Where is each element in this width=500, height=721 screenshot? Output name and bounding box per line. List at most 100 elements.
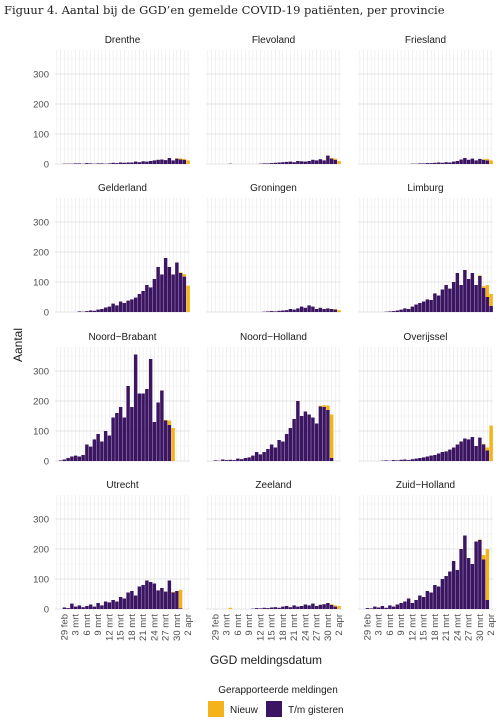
- bar-t-m-gisteren: [92, 310, 97, 312]
- bar-t-m-gisteren: [251, 455, 255, 461]
- x-tick-label: 15 mrt: [419, 614, 430, 641]
- bar-t-m-gisteren: [141, 161, 145, 164]
- bar-t-m-gisteren: [266, 608, 270, 609]
- bar-t-m-gisteren: [145, 161, 149, 164]
- bar-t-m-gisteren: [266, 163, 270, 164]
- bar-t-m-gisteren: [213, 460, 218, 461]
- bar-t-m-gisteren: [421, 597, 426, 609]
- bar-t-m-gisteren: [288, 309, 293, 312]
- bar-t-m-gisteren: [243, 458, 248, 461]
- x-tick-label: 30 mrt: [475, 614, 486, 641]
- x-tick-label: 2 apr: [183, 614, 194, 636]
- panel-utrecht: Utrecht 0 100 200 300 29 feb 3 mrt 6 mrt 9 mrt 12…: [33, 480, 194, 641]
- bar-t-m-gisteren: [451, 447, 456, 461]
- bar-t-m-gisteren: [376, 607, 381, 609]
- bar-nieuw: [333, 158, 338, 160]
- bar-t-m-gisteren: [221, 459, 225, 461]
- bar-t-m-gisteren: [254, 452, 259, 461]
- bar-t-m-gisteren: [73, 455, 78, 461]
- bar-t-m-gisteren: [88, 163, 93, 164]
- bar-t-m-gisteren: [107, 306, 112, 312]
- bar-t-m-gisteren: [429, 455, 433, 461]
- bar-t-m-gisteren: [58, 460, 63, 461]
- panel-title: Friesland: [405, 35, 446, 46]
- bar-t-m-gisteren: [145, 389, 149, 461]
- x-tick-label: 29 feb: [59, 614, 70, 640]
- bar-t-m-gisteren: [236, 458, 240, 461]
- bar-t-m-gisteren: [137, 393, 142, 461]
- bar-t-m-gisteren: [314, 160, 319, 164]
- bar-t-m-gisteren: [421, 457, 426, 461]
- legend-label-t-m-gisteren: T/m gisteren: [288, 705, 344, 716]
- bar-t-m-gisteren: [470, 273, 475, 312]
- bar-nieuw: [178, 158, 183, 160]
- bar-t-m-gisteren: [292, 605, 296, 609]
- bar-t-m-gisteren: [77, 163, 82, 164]
- bar-nieuw: [333, 605, 338, 607]
- bar-t-m-gisteren: [395, 460, 400, 461]
- bar-t-m-gisteren: [284, 434, 289, 461]
- bar-t-m-gisteren: [478, 540, 482, 609]
- bar-t-m-gisteren: [284, 606, 289, 609]
- bar-t-m-gisteren: [284, 310, 289, 312]
- bar-t-m-gisteren: [440, 579, 445, 609]
- bar-nieuw: [485, 549, 490, 600]
- bar-t-m-gisteren: [329, 309, 334, 312]
- bar-t-m-gisteren: [318, 307, 323, 312]
- x-tick-label: 30 mrt: [323, 614, 334, 641]
- bar-t-m-gisteren: [77, 456, 82, 461]
- bar-t-m-gisteren: [292, 309, 296, 312]
- bar-nieuw: [171, 428, 175, 461]
- bar-t-m-gisteren: [455, 444, 460, 461]
- bar-t-m-gisteren: [414, 458, 418, 461]
- bar-t-m-gisteren: [444, 576, 448, 609]
- bar-t-m-gisteren: [163, 160, 168, 164]
- bar-t-m-gisteren: [455, 570, 460, 609]
- bar-t-m-gisteren: [399, 459, 403, 461]
- bar-t-m-gisteren: [160, 274, 164, 312]
- bar-t-m-gisteren: [333, 606, 338, 609]
- bar-t-m-gisteren: [167, 425, 172, 461]
- bar-nieuw: [186, 160, 190, 164]
- y-tick-label: 0: [44, 457, 49, 468]
- bar-t-m-gisteren: [474, 285, 478, 312]
- bar-t-m-gisteren: [111, 162, 115, 164]
- bar-t-m-gisteren: [391, 460, 396, 461]
- bar-t-m-gisteren: [474, 446, 478, 461]
- bar-t-m-gisteren: [466, 439, 471, 461]
- bar-t-m-gisteren: [373, 606, 377, 609]
- bar-t-m-gisteren: [478, 437, 482, 461]
- bar-nieuw: [333, 309, 338, 310]
- bar-t-m-gisteren: [175, 591, 179, 609]
- bar-t-m-gisteren: [66, 458, 70, 461]
- bar-t-m-gisteren: [466, 279, 471, 312]
- bar-t-m-gisteren: [384, 607, 388, 609]
- bar-nieuw: [485, 285, 490, 297]
- bar-t-m-gisteren: [326, 308, 330, 312]
- bar-t-m-gisteren: [448, 571, 452, 609]
- bar-t-m-gisteren: [273, 162, 278, 164]
- bar-t-m-gisteren: [292, 419, 296, 461]
- x-tick-label: 27 mrt: [161, 614, 172, 641]
- bar-t-m-gisteren: [175, 262, 179, 312]
- bar-t-m-gisteren: [281, 441, 285, 461]
- x-tick-label: 12 mrt: [104, 614, 115, 641]
- bar-t-m-gisteren: [103, 431, 108, 461]
- panel-title: Limburg: [407, 183, 443, 194]
- bar-t-m-gisteren: [425, 299, 430, 312]
- bar-nieuw: [182, 158, 187, 160]
- bar-t-m-gisteren: [269, 607, 274, 609]
- bar-t-m-gisteren: [433, 455, 437, 461]
- bar-t-m-gisteren: [178, 273, 183, 312]
- bar-t-m-gisteren: [266, 449, 270, 461]
- bar-nieuw: [318, 405, 323, 407]
- panel-title: Overijssel: [404, 332, 448, 343]
- bar-t-m-gisteren: [247, 457, 251, 461]
- bar-t-m-gisteren: [459, 549, 463, 609]
- bar-t-m-gisteren: [444, 285, 448, 312]
- bar-t-m-gisteren: [141, 393, 145, 461]
- bar-t-m-gisteren: [100, 441, 104, 461]
- bar-t-m-gisteren: [299, 306, 304, 312]
- bar-t-m-gisteren: [436, 162, 441, 164]
